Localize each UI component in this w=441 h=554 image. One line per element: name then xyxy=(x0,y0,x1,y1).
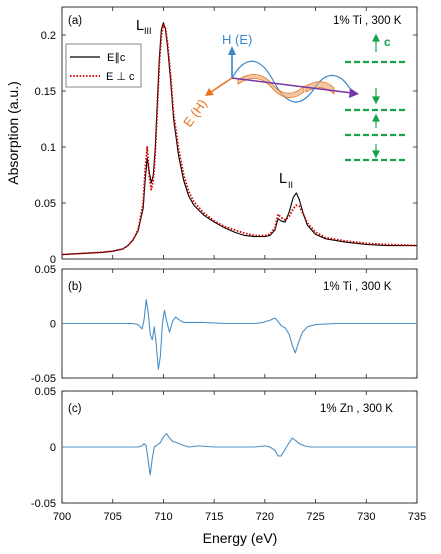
c-axis-label: c xyxy=(384,35,391,49)
y-axis-title-absorption: Absorption (a.u.) xyxy=(5,81,21,185)
propagation-arrow xyxy=(231,77,353,94)
y-tick-label: 0.2 xyxy=(41,30,56,42)
series-line xyxy=(62,433,417,476)
h-field-arrowhead xyxy=(228,46,236,55)
x-tick-label: 705 xyxy=(104,511,122,523)
y-tick-label: 0.05 xyxy=(35,198,56,210)
series-line xyxy=(62,298,417,370)
y-tick-label: 0 xyxy=(50,442,56,454)
edge-label-l3: L III xyxy=(136,18,152,36)
panel-a-label: (a) xyxy=(68,15,82,27)
y-tick-label: -0.05 xyxy=(31,373,56,385)
x-tick-label: 720 xyxy=(256,511,274,523)
edge-label-l3-sub: III xyxy=(144,26,152,36)
e-wave-shaded xyxy=(237,74,305,98)
x-tick-label: 710 xyxy=(154,511,172,523)
x-tick-label: 725 xyxy=(306,511,324,523)
panel-c-label: (c) xyxy=(68,403,82,415)
panel-c-dichroism: 0.050-0.05 700 705 710 715 720 725 730 735 (c) … xyxy=(31,386,426,546)
legend: E∥c E ⊥ c xyxy=(65,43,142,88)
edge-label-l2-main: L xyxy=(279,171,287,187)
x-tick-label: 730 xyxy=(357,511,375,523)
e-field-label: E (H) xyxy=(180,96,210,129)
series-line xyxy=(61,22,417,256)
e-wave-shaded-2 xyxy=(305,81,335,95)
panel-b-label: (b) xyxy=(68,281,82,293)
legend-label-perp: E ⊥ c xyxy=(106,71,135,83)
layer-spins xyxy=(372,33,380,159)
x-axis-title: Energy (eV) xyxy=(203,530,278,546)
edge-label-l3-main: L xyxy=(136,18,144,34)
panel-a-frame xyxy=(61,6,418,260)
e-field-arrowhead xyxy=(205,88,214,96)
y-tick-label: 0 xyxy=(50,254,56,266)
legend-label-parallel: E∥c xyxy=(107,52,126,64)
e-field-arrow xyxy=(210,77,233,93)
y-tick-label: 0.05 xyxy=(35,386,56,398)
edge-label-l2-sub: II xyxy=(288,180,293,190)
y-tick-label: 0.05 xyxy=(35,264,56,276)
h-wave xyxy=(231,60,353,103)
y-tick-label: 0.15 xyxy=(35,86,56,98)
y-tick-label: 0 xyxy=(50,319,56,331)
y-tick-label: -0.05 xyxy=(31,498,56,510)
x-tick-label: 735 xyxy=(408,511,426,523)
x-tick-label: 715 xyxy=(205,511,223,523)
layer-stack xyxy=(345,60,408,162)
panel-a-annotation: 1% Ti , 300 K xyxy=(333,15,402,27)
h-field-label: H (E) xyxy=(222,32,252,47)
y-tick-label: 0.1 xyxy=(41,142,56,154)
polarization-inset: H (E) E (H) c xyxy=(180,32,408,162)
x-tick-label: 700 xyxy=(53,511,71,523)
panel-c-annotation: 1% Zn , 300 K xyxy=(320,403,393,415)
legend-box xyxy=(65,43,142,88)
panel-b-dichroism: 0.05 0 -0.05 (b) 1% Ti , 300 K xyxy=(31,264,418,385)
panel-b-annotation: 1% Ti , 300 K xyxy=(323,281,392,293)
panel-a-absorption: 00.050.10.150.2 (a) 1% Ti , 300 K L III … xyxy=(35,6,418,266)
propagation-arrowhead xyxy=(349,88,359,98)
edge-label-l2: L II xyxy=(279,171,293,190)
